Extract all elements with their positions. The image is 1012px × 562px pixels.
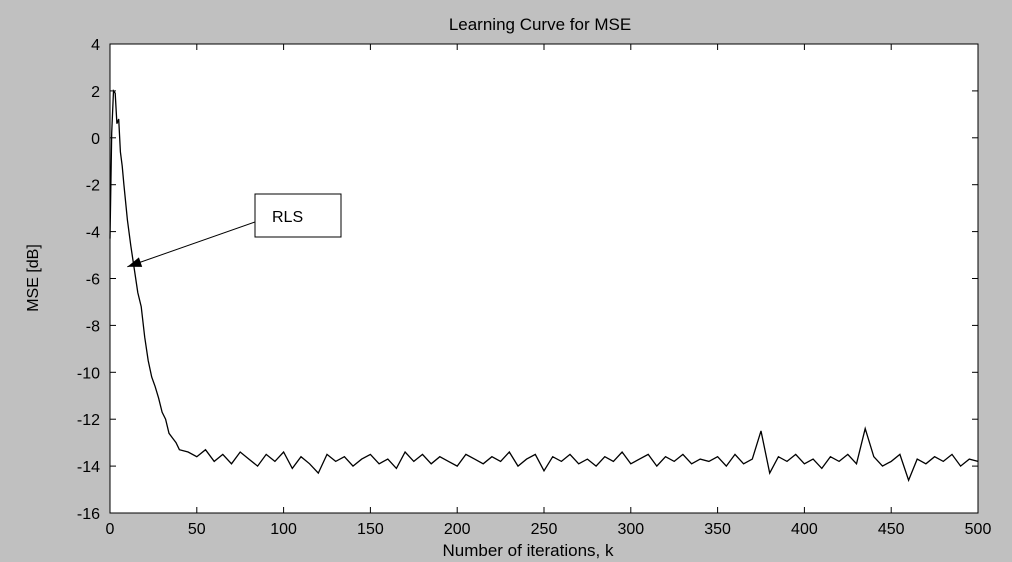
y-axis-label: MSE [dB] — [25, 244, 42, 312]
y-tick-label-10: -16 — [77, 506, 100, 523]
annotation-arrow — [127, 221, 256, 268]
annotation-box — [254, 193, 342, 238]
axis-tick-labels: 0 50 100 150 200 250 300 350 400 450 500 4 2 0 -2 -4 -6 -… — [77, 37, 992, 538]
annotation-label: RLS — [272, 209, 303, 226]
axis-ticks — [109, 43, 979, 514]
x-tick-label-10: 500 — [965, 521, 992, 538]
x-tick-label-1: 50 — [188, 521, 206, 538]
annotation-arrow-head — [127, 257, 143, 267]
x-tick-label-3: 150 — [357, 521, 384, 538]
x-tick-label-2: 100 — [270, 521, 297, 538]
x-tick-label-0: 0 — [106, 521, 115, 538]
y-tick-label-0: 4 — [91, 37, 100, 54]
y-tick-label-8: -12 — [77, 412, 100, 429]
y-tick-label-2: 0 — [91, 131, 100, 148]
plot-area — [109, 43, 979, 514]
x-axis-label: Number of iterations, k — [442, 541, 614, 560]
y-tick-label-1: 2 — [91, 84, 100, 101]
x-tick-label-5: 250 — [531, 521, 558, 538]
y-tick-label-3: -2 — [86, 178, 100, 195]
x-tick-label-7: 350 — [704, 521, 731, 538]
x-tick-label-8: 400 — [791, 521, 818, 538]
y-tick-label-5: -6 — [86, 272, 100, 289]
y-tick-label-4: -4 — [86, 225, 100, 242]
x-tick-label-9: 450 — [878, 521, 905, 538]
x-tick-label-6: 300 — [617, 521, 644, 538]
y-tick-label-7: -10 — [77, 365, 100, 382]
chart-title: Learning Curve for MSE — [449, 15, 631, 34]
y-tick-label-9: -14 — [77, 459, 100, 476]
series-line-rls — [109, 89, 979, 483]
x-tick-label-4: 200 — [444, 521, 471, 538]
y-tick-label-6: -8 — [86, 318, 100, 335]
